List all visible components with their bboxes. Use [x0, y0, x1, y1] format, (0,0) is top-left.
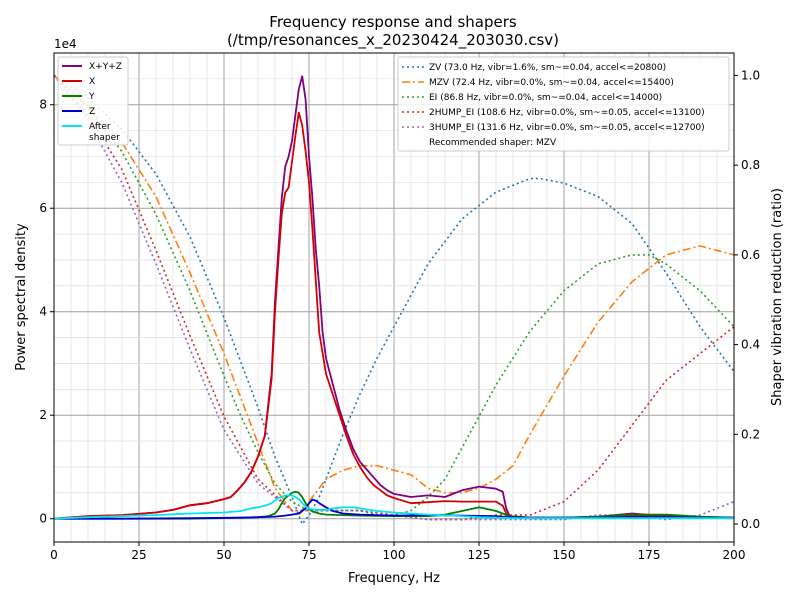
x-tick-label: 125	[468, 548, 491, 562]
x-tick-label: 150	[553, 548, 576, 562]
shaper-line-1	[53, 74, 735, 517]
shaper-line-3	[53, 74, 735, 521]
y2-tick-label: 1.0	[741, 68, 760, 82]
shaper-line-0	[53, 74, 735, 526]
shaper-legend-label: MZV (72.4 Hz, vibr=0.0%, sm~=0.04, accel…	[429, 78, 674, 88]
x-axis-label: Frequency, Hz	[348, 571, 440, 586]
shaper-legend-label: ZV (73.0 Hz, vibr=1.6%, sm~=0.04, accel<…	[429, 63, 666, 73]
x-tick-label: 50	[216, 548, 231, 562]
recommended-shaper-text: Recommended shaper: MZV	[429, 138, 557, 148]
shaper-legend-label: 3HUMP_EI (131.6 Hz, vibr=0.0%, sm~=0.05,…	[429, 123, 705, 133]
shaper-legend: Recommended shaper: MZV ZV (73.0 Hz, vib…	[397, 56, 730, 152]
psd-legend-label: X+Y+Z	[89, 62, 122, 72]
shaper-legend-label: 2HUMP_EI (108.6 Hz, vibr=0.0%, sm~=0.05,…	[429, 108, 705, 118]
y-tick-label: 0	[39, 512, 47, 526]
grid	[53, 53, 735, 542]
psd-legend-label: Z	[89, 107, 95, 117]
psd-line-4	[53, 494, 734, 520]
y2-tick-label: 0.2	[741, 427, 760, 441]
psd-legend-box	[57, 56, 129, 146]
y-tick-label: 8	[39, 98, 47, 112]
psd-series	[53, 75, 735, 520]
x-tick-label: 0	[50, 548, 58, 562]
psd-legend-label: Y	[88, 92, 95, 102]
chart-title-line-2: (/tmp/resonances_x_20230424_203030.csv)	[227, 31, 559, 50]
y2-tick-label: 0.8	[741, 158, 760, 172]
shaper-legend-box	[397, 56, 730, 152]
axis-ticks: 0 25 50 75 100 125 150 175 200 0 2 4 6 8 0.0 0.2 0.4 0.6 0…	[39, 68, 760, 562]
y2-tick-label: 0.6	[741, 248, 760, 262]
y2-tick-label: 0.4	[741, 338, 760, 352]
psd-legend-label: After	[89, 122, 111, 132]
y-tick-label: 4	[39, 305, 47, 319]
psd-legend-label: shaper	[89, 133, 120, 143]
y-tick-label: 6	[39, 201, 47, 215]
y-tick-label: 2	[39, 408, 47, 422]
shaper-legend-label: EI (86.8 Hz, vibr=0.0%, sm~=0.04, accel<…	[429, 93, 662, 103]
y-offset-label: 1e4	[54, 37, 77, 51]
psd-legend-label: X	[89, 77, 95, 87]
y2-axis-label: Shaper vibration reduction (ratio)	[770, 188, 785, 406]
x-tick-label: 100	[383, 548, 406, 562]
x-tick-label: 75	[301, 548, 316, 562]
psd-line-1	[53, 111, 735, 520]
x-tick-label: 175	[638, 548, 661, 562]
chart-title-line-1: Frequency response and shapers	[269, 13, 517, 31]
x-tick-label: 25	[131, 548, 146, 562]
y-axis-label: Power spectral density	[14, 223, 29, 371]
y2-tick-label: 0.0	[741, 517, 760, 531]
x-tick-label: 200	[723, 548, 746, 562]
